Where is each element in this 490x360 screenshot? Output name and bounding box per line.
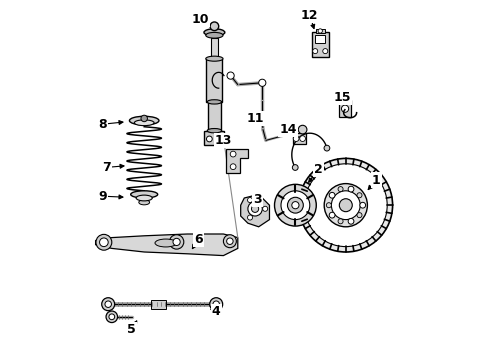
Circle shape bbox=[274, 184, 316, 226]
Circle shape bbox=[206, 136, 212, 142]
Ellipse shape bbox=[155, 239, 176, 247]
Circle shape bbox=[348, 219, 354, 224]
Circle shape bbox=[213, 301, 220, 307]
Circle shape bbox=[331, 191, 360, 220]
Circle shape bbox=[259, 79, 266, 86]
Circle shape bbox=[105, 301, 111, 307]
Circle shape bbox=[173, 238, 180, 246]
Circle shape bbox=[263, 206, 268, 211]
Text: 1: 1 bbox=[372, 174, 381, 186]
Polygon shape bbox=[96, 234, 238, 256]
Text: 4: 4 bbox=[212, 305, 220, 318]
Circle shape bbox=[96, 234, 112, 250]
Circle shape bbox=[141, 115, 147, 122]
Circle shape bbox=[106, 311, 118, 323]
Circle shape bbox=[360, 202, 366, 208]
Bar bbox=[204, 131, 224, 145]
Bar bbox=[151, 300, 166, 309]
Ellipse shape bbox=[207, 100, 221, 104]
Text: 5: 5 bbox=[127, 323, 136, 336]
Circle shape bbox=[293, 165, 298, 170]
Circle shape bbox=[323, 49, 328, 54]
Circle shape bbox=[230, 164, 236, 170]
Circle shape bbox=[357, 213, 362, 218]
Ellipse shape bbox=[136, 195, 152, 201]
Ellipse shape bbox=[129, 116, 159, 125]
Ellipse shape bbox=[206, 32, 223, 38]
Bar bbox=[206, 59, 222, 102]
Circle shape bbox=[227, 238, 233, 244]
Bar bbox=[208, 102, 221, 131]
Text: 9: 9 bbox=[98, 190, 107, 203]
Circle shape bbox=[318, 29, 322, 33]
Circle shape bbox=[304, 164, 387, 247]
Circle shape bbox=[99, 238, 108, 247]
Circle shape bbox=[300, 136, 305, 141]
Circle shape bbox=[247, 215, 252, 220]
Circle shape bbox=[342, 105, 349, 112]
Polygon shape bbox=[226, 149, 248, 173]
Bar bbox=[315, 35, 325, 43]
Circle shape bbox=[329, 192, 335, 198]
Text: 10: 10 bbox=[191, 13, 209, 26]
Bar bbox=[293, 133, 306, 144]
Text: 11: 11 bbox=[247, 112, 265, 125]
Polygon shape bbox=[241, 194, 270, 227]
Ellipse shape bbox=[134, 120, 154, 126]
Circle shape bbox=[217, 136, 222, 142]
Circle shape bbox=[324, 184, 368, 227]
Circle shape bbox=[292, 202, 299, 209]
Text: 6: 6 bbox=[194, 233, 202, 246]
Text: 7: 7 bbox=[102, 161, 111, 174]
Circle shape bbox=[223, 235, 236, 248]
Circle shape bbox=[251, 205, 259, 212]
Ellipse shape bbox=[204, 29, 225, 36]
Text: 15: 15 bbox=[334, 91, 351, 104]
Bar bbox=[211, 38, 218, 59]
Circle shape bbox=[299, 158, 392, 252]
Bar bbox=[339, 100, 351, 117]
Circle shape bbox=[326, 203, 331, 208]
Circle shape bbox=[248, 202, 262, 216]
Circle shape bbox=[348, 186, 354, 192]
Circle shape bbox=[247, 198, 252, 203]
Text: 14: 14 bbox=[279, 123, 297, 136]
Circle shape bbox=[339, 199, 352, 212]
Text: 3: 3 bbox=[253, 193, 262, 206]
Circle shape bbox=[281, 191, 310, 220]
Circle shape bbox=[210, 298, 222, 311]
Text: 2: 2 bbox=[315, 163, 323, 176]
Text: 13: 13 bbox=[215, 134, 232, 147]
Circle shape bbox=[230, 151, 236, 157]
Circle shape bbox=[357, 193, 362, 198]
Bar bbox=[312, 32, 329, 57]
Circle shape bbox=[210, 22, 219, 31]
Circle shape bbox=[338, 186, 343, 192]
Ellipse shape bbox=[207, 129, 221, 133]
Circle shape bbox=[329, 212, 335, 218]
Circle shape bbox=[338, 219, 343, 224]
Circle shape bbox=[298, 125, 307, 134]
Circle shape bbox=[227, 72, 234, 79]
Text: 8: 8 bbox=[98, 118, 107, 131]
Circle shape bbox=[170, 235, 184, 249]
Circle shape bbox=[288, 197, 303, 213]
Text: 12: 12 bbox=[301, 9, 318, 22]
Circle shape bbox=[109, 314, 115, 320]
Circle shape bbox=[102, 298, 115, 311]
Ellipse shape bbox=[131, 191, 158, 198]
Bar bbox=[316, 29, 324, 33]
Ellipse shape bbox=[139, 200, 149, 205]
Circle shape bbox=[313, 49, 318, 54]
Ellipse shape bbox=[206, 56, 223, 61]
Circle shape bbox=[324, 145, 330, 151]
Circle shape bbox=[293, 136, 299, 141]
